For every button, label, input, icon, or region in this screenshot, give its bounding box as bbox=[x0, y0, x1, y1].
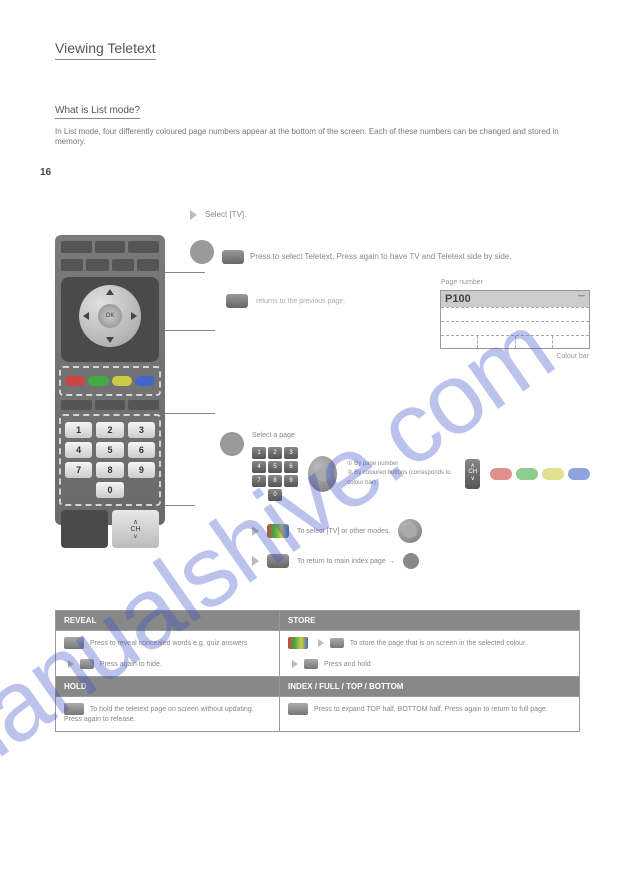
mini-keypad: 123 456 789 0 bbox=[252, 447, 298, 501]
leader-line bbox=[165, 330, 215, 331]
return-button-icon bbox=[226, 294, 248, 308]
index-button-icon bbox=[288, 703, 308, 715]
teletext-button-icon bbox=[267, 554, 289, 568]
dpad: OK bbox=[79, 285, 141, 347]
callout-circle bbox=[220, 432, 244, 456]
mini-dpad bbox=[308, 456, 337, 492]
teletext-display: Page number P100 — Colour bar bbox=[440, 290, 590, 349]
key-6: 6 bbox=[128, 442, 155, 458]
leader-line bbox=[165, 505, 195, 506]
tele-color-1 bbox=[441, 336, 478, 348]
step-2-callout: Press to select Teletext. Press again to… bbox=[190, 240, 590, 264]
remote-top-btn bbox=[86, 259, 108, 271]
teletext-button-icon bbox=[222, 250, 244, 264]
small-btn bbox=[128, 400, 159, 410]
color-buttons-group bbox=[59, 366, 161, 396]
reveal-button-icon bbox=[80, 659, 94, 669]
store-button-icon bbox=[330, 638, 344, 648]
page-number: 16 bbox=[40, 167, 51, 178]
channel-rocker: ∧ CH ∨ bbox=[112, 510, 159, 548]
key-5: 5 bbox=[96, 442, 123, 458]
section-title: What is List mode? bbox=[55, 105, 140, 119]
key-3: 3 bbox=[128, 422, 155, 438]
table-header-store: STORE bbox=[280, 611, 580, 631]
yellow-button bbox=[112, 376, 132, 386]
callout-circle bbox=[190, 240, 214, 264]
color-button-icon bbox=[288, 637, 308, 649]
arrow-icon bbox=[292, 660, 298, 668]
index-button-icon bbox=[403, 553, 419, 569]
tele-color-2 bbox=[478, 336, 515, 348]
remote-top-btn bbox=[137, 259, 159, 271]
arrow-icon bbox=[318, 639, 324, 647]
step-1: Select [TV]. bbox=[190, 210, 590, 220]
table-cell-reveal: Press to reveal concealed words e.g. qui… bbox=[56, 631, 280, 676]
table-header-hold: HOLD bbox=[56, 676, 280, 696]
remote-control: OK 1 2 3 4 bbox=[55, 235, 165, 525]
key-9: 9 bbox=[128, 462, 155, 478]
key-7: 7 bbox=[65, 462, 92, 478]
dpad-down-icon bbox=[106, 337, 114, 343]
arrow-icon bbox=[68, 660, 74, 668]
remote-top-btn bbox=[95, 241, 126, 253]
reveal-button-icon bbox=[64, 637, 84, 649]
store-button-icon bbox=[304, 659, 318, 669]
small-btn bbox=[61, 400, 92, 410]
arrow-icon bbox=[252, 556, 259, 566]
arrow-icon bbox=[252, 526, 259, 536]
small-btn bbox=[95, 400, 126, 410]
dpad-right-icon bbox=[131, 312, 137, 320]
key-8: 8 bbox=[96, 462, 123, 478]
hold-button-icon bbox=[64, 703, 84, 715]
section-intro: In List mode, four differently coloured … bbox=[55, 127, 590, 148]
table-cell-index: Press to expand TOP half, BOTTOM half. P… bbox=[280, 696, 580, 731]
key-0: 0 bbox=[96, 482, 123, 498]
mini-dpad-small bbox=[398, 519, 422, 543]
ch-button-icon: ∧CH∨ bbox=[465, 459, 480, 489]
table-header-reveal: REVEAL bbox=[56, 611, 280, 631]
remote-top-btn bbox=[128, 241, 159, 253]
remote-top-btn bbox=[61, 241, 92, 253]
keypad-group: 1 2 3 4 5 6 7 8 9 0 bbox=[59, 414, 161, 506]
remote-top-btn bbox=[61, 259, 83, 271]
features-table: REVEAL STORE Press to reveal concealed w… bbox=[55, 610, 580, 732]
step-3: Select a page 123 456 789 0 ① By page nu… bbox=[220, 432, 590, 569]
teletext-page-number: P100 bbox=[445, 293, 471, 305]
key-4: 4 bbox=[65, 442, 92, 458]
tele-color-3 bbox=[516, 336, 553, 348]
green-button bbox=[88, 376, 108, 386]
red-button bbox=[65, 376, 85, 386]
teletext-colorbar-label: Colour bar bbox=[556, 353, 589, 360]
leader-line bbox=[165, 272, 205, 273]
ok-button: OK bbox=[98, 304, 122, 328]
page-title: Viewing Teletext bbox=[55, 40, 156, 60]
key-1: 1 bbox=[65, 422, 92, 438]
dpad-up-icon bbox=[106, 289, 114, 295]
teletext-page-label: Page number bbox=[441, 279, 483, 286]
color-pills bbox=[490, 468, 590, 480]
arrow-icon bbox=[190, 210, 197, 220]
tele-color-4 bbox=[553, 336, 589, 348]
remote-bottom-btn bbox=[61, 510, 108, 548]
table-cell-hold: To hold the teletext page on screen with… bbox=[56, 696, 280, 731]
key-2: 2 bbox=[96, 422, 123, 438]
leader-line bbox=[165, 413, 215, 414]
blue-button bbox=[135, 376, 155, 386]
table-header-index: INDEX / FULL / TOP / BOTTOM bbox=[280, 676, 580, 696]
color-button-icon bbox=[267, 524, 289, 538]
table-cell-store: To store the page that is on screen in t… bbox=[280, 631, 580, 676]
dpad-left-icon bbox=[83, 312, 89, 320]
remote-top-btn bbox=[112, 259, 134, 271]
